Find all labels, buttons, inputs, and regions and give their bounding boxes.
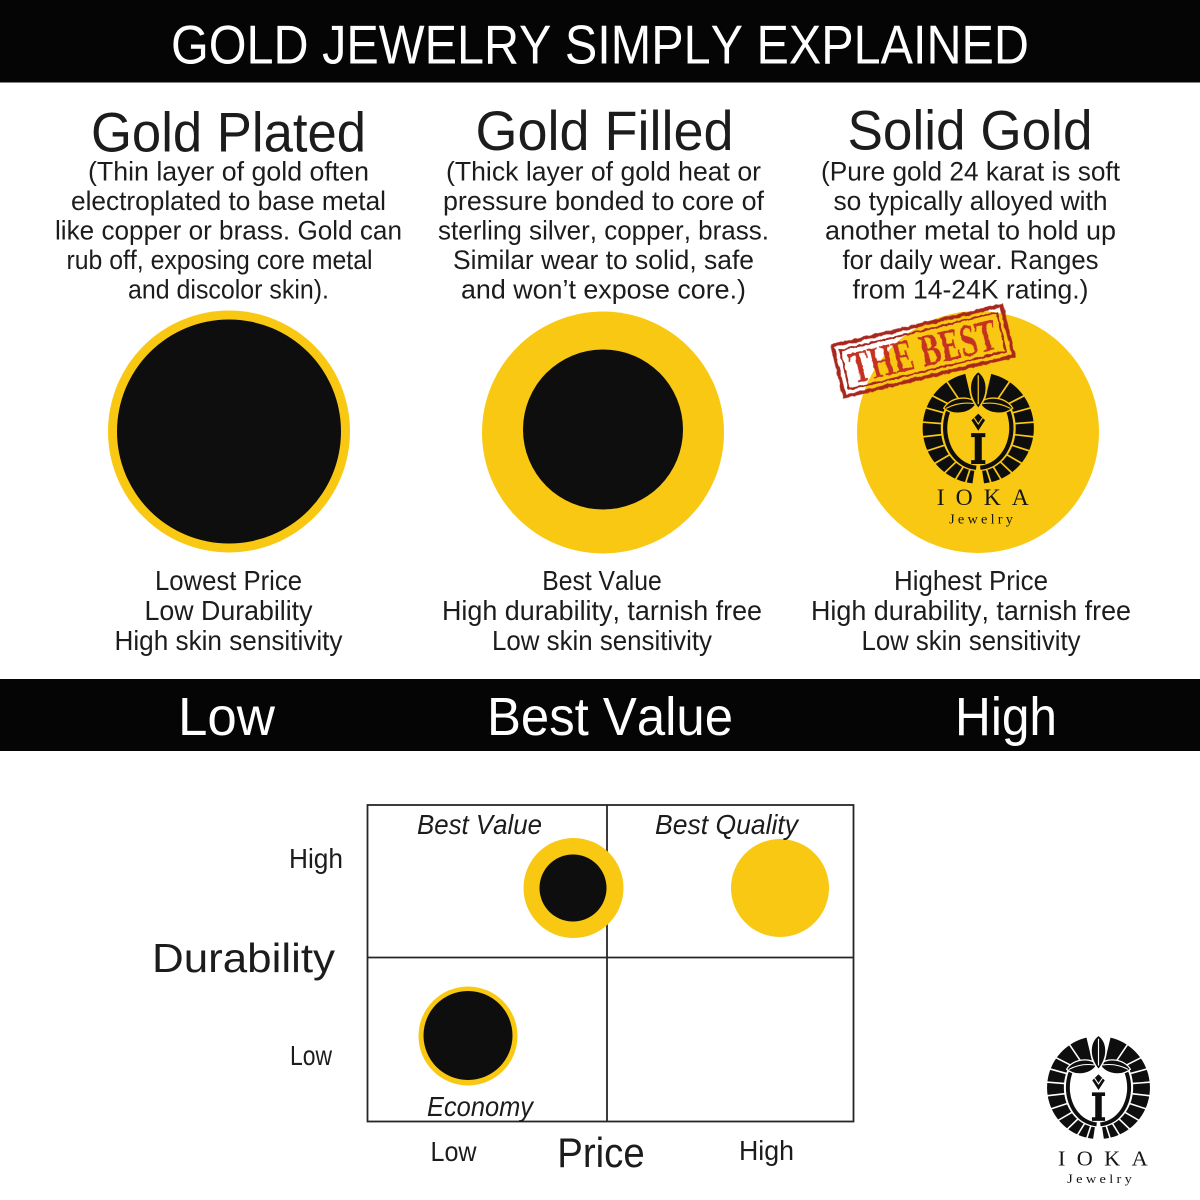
svg-text:Gold Filled: Gold Filled: [476, 99, 734, 162]
svg-text:Gold Plated: Gold Plated: [91, 101, 366, 164]
svg-text:Low skin sensitivity: Low skin sensitivity: [492, 625, 712, 656]
svg-text:Best Value: Best Value: [487, 688, 733, 747]
svg-text:Best Value: Best Value: [417, 809, 542, 840]
svg-text:Economy: Economy: [427, 1091, 535, 1122]
svg-text:for daily wear. Ranges: for daily wear. Ranges: [843, 245, 1099, 275]
svg-text:Lowest Price: Lowest Price: [155, 565, 302, 596]
svg-text:Highest Price: Highest Price: [894, 565, 1048, 596]
svg-text:Jewelry: Jewelry: [949, 512, 1016, 527]
svg-text:Best Value: Best Value: [542, 565, 662, 596]
svg-text:and won’t expose core.): and won’t expose core.): [461, 274, 746, 304]
svg-text:another metal to hold up: another metal to hold up: [825, 215, 1116, 245]
svg-text:Low: Low: [290, 1040, 333, 1071]
svg-text:like copper or brass. Gold can: like copper or brass. Gold can: [55, 215, 402, 245]
svg-text:Jewelry: Jewelry: [1067, 1171, 1135, 1186]
svg-text:(Thick layer of gold heat or: (Thick layer of gold heat or: [446, 156, 761, 186]
svg-text:sterling silver, copper, brass: sterling silver, copper, brass.: [438, 215, 769, 245]
svg-text:High: High: [739, 1135, 794, 1166]
svg-text:Low: Low: [178, 688, 275, 747]
svg-text:so typically alloyed with: so typically alloyed with: [834, 186, 1108, 216]
svg-text:IOKA: IOKA: [937, 485, 1040, 511]
svg-text:Best Quality: Best Quality: [655, 809, 800, 840]
svg-text:Solid Gold: Solid Gold: [848, 99, 1093, 162]
svg-text:Low Durability: Low Durability: [145, 595, 313, 626]
svg-text:Low: Low: [431, 1136, 478, 1167]
svg-text:Similar wear to solid, safe: Similar wear to solid, safe: [453, 245, 754, 275]
svg-text:High skin sensitivity: High skin sensitivity: [115, 625, 343, 656]
svg-text:GOLD JEWELRY SIMPLY EXPLAINED: GOLD JEWELRY SIMPLY EXPLAINED: [171, 14, 1029, 75]
svg-text:Price: Price: [557, 1129, 645, 1176]
svg-text:(Thin layer of gold often: (Thin layer of gold often: [88, 156, 369, 186]
svg-text:High durability, tarnish free: High durability, tarnish free: [811, 595, 1131, 626]
svg-text:rub off, exposing core metal: rub off, exposing core metal: [67, 245, 373, 275]
svg-text:and discolor skin).: and discolor skin).: [128, 274, 329, 304]
svg-text:High: High: [955, 688, 1057, 747]
svg-text:IOKA: IOKA: [1058, 1147, 1159, 1171]
svg-text:from 14-24K rating.): from 14-24K rating.): [853, 274, 1089, 304]
svg-text:(Pure gold 24 karat is soft: (Pure gold 24 karat is soft: [821, 156, 1120, 186]
svg-text:High durability, tarnish free: High durability, tarnish free: [442, 595, 762, 626]
svg-text:pressure bonded to core of: pressure bonded to core of: [443, 186, 764, 216]
svg-text:High: High: [289, 843, 343, 874]
svg-text:electroplated to base metal: electroplated to base metal: [71, 186, 386, 216]
svg-text:Low skin sensitivity: Low skin sensitivity: [862, 625, 1081, 656]
svg-text:Durability: Durability: [152, 935, 336, 981]
